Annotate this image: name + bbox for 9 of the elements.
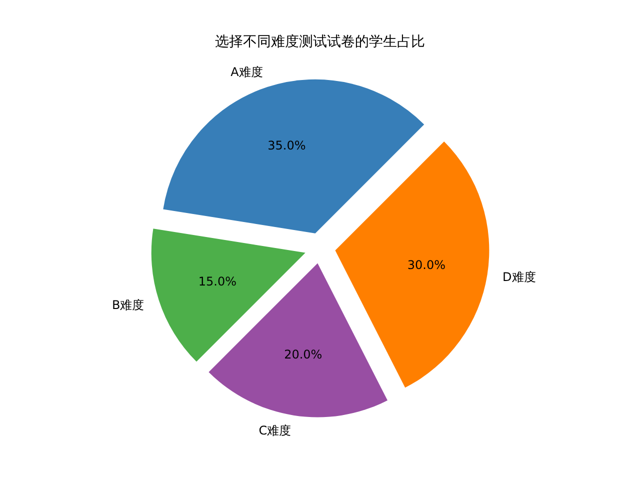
- data-label: 15.0%: [198, 274, 237, 288]
- data-label: 35.0%: [268, 138, 306, 152]
- slice-label: B难度: [112, 298, 144, 312]
- slice-label: D难度: [502, 270, 536, 284]
- chart-title: 选择不同难度测试试卷的学生占比: [215, 34, 425, 50]
- data-label: 30.0%: [407, 258, 446, 272]
- data-label: 20.0%: [284, 347, 322, 362]
- slice-label: A难度: [230, 65, 263, 80]
- slice-label: C难度: [258, 424, 292, 438]
